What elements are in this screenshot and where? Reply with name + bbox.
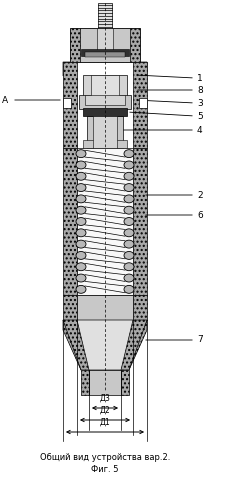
Text: 4: 4	[197, 126, 203, 135]
Bar	[70, 28, 140, 62]
Bar	[79, 95, 131, 109]
Text: Д2: Д2	[100, 406, 110, 415]
Polygon shape	[77, 320, 133, 370]
Ellipse shape	[124, 161, 134, 169]
Ellipse shape	[124, 240, 134, 248]
Bar	[63, 295, 77, 320]
Ellipse shape	[76, 240, 86, 248]
Polygon shape	[63, 62, 70, 76]
Bar	[80, 28, 130, 62]
Text: 8: 8	[197, 85, 203, 94]
Bar	[98, 3, 112, 28]
Ellipse shape	[124, 184, 134, 192]
Bar	[85, 52, 125, 57]
Bar	[77, 295, 133, 320]
Text: 6: 6	[197, 211, 203, 220]
Ellipse shape	[76, 206, 86, 214]
Text: Общий вид устройства вар.2.: Общий вид устройства вар.2.	[40, 454, 170, 463]
Ellipse shape	[76, 195, 86, 203]
Polygon shape	[140, 62, 147, 76]
Ellipse shape	[124, 274, 134, 282]
Ellipse shape	[76, 184, 86, 192]
Text: Д3: Д3	[100, 394, 110, 403]
Bar	[63, 62, 77, 148]
Bar	[81, 370, 89, 395]
Ellipse shape	[76, 229, 86, 237]
Ellipse shape	[76, 251, 86, 259]
Text: 2: 2	[197, 191, 203, 200]
Bar	[81, 49, 129, 56]
Text: А: А	[2, 95, 8, 104]
Bar	[121, 370, 129, 395]
Ellipse shape	[76, 161, 86, 169]
Bar	[89, 370, 121, 395]
Ellipse shape	[124, 150, 134, 158]
Bar	[133, 62, 147, 148]
Bar	[77, 148, 133, 295]
Bar	[63, 98, 71, 108]
Ellipse shape	[76, 150, 86, 158]
Bar	[139, 98, 147, 108]
Ellipse shape	[124, 195, 134, 203]
Polygon shape	[63, 320, 147, 370]
Bar	[83, 140, 127, 148]
Bar	[93, 116, 117, 148]
Bar	[91, 75, 119, 100]
Ellipse shape	[124, 229, 134, 237]
Text: Д1: Д1	[100, 418, 110, 427]
Text: 3: 3	[197, 98, 203, 107]
Bar	[85, 95, 125, 105]
Ellipse shape	[124, 218, 134, 226]
Ellipse shape	[124, 263, 134, 270]
Bar	[63, 148, 77, 295]
Ellipse shape	[76, 274, 86, 282]
Ellipse shape	[76, 263, 86, 270]
Bar	[83, 75, 127, 100]
Text: 1: 1	[197, 73, 203, 82]
Ellipse shape	[124, 285, 134, 293]
Bar	[133, 148, 147, 295]
Text: 5: 5	[197, 111, 203, 120]
Ellipse shape	[76, 172, 86, 180]
Bar	[83, 108, 127, 116]
Text: Фиг. 5: Фиг. 5	[91, 466, 119, 475]
Bar	[133, 295, 147, 320]
Ellipse shape	[76, 285, 86, 293]
Ellipse shape	[124, 251, 134, 259]
Bar	[87, 116, 123, 148]
Text: 7: 7	[197, 335, 203, 344]
Polygon shape	[129, 320, 147, 370]
Polygon shape	[63, 320, 81, 370]
Ellipse shape	[76, 218, 86, 226]
Bar	[97, 28, 113, 52]
Ellipse shape	[124, 172, 134, 180]
Ellipse shape	[124, 206, 134, 214]
